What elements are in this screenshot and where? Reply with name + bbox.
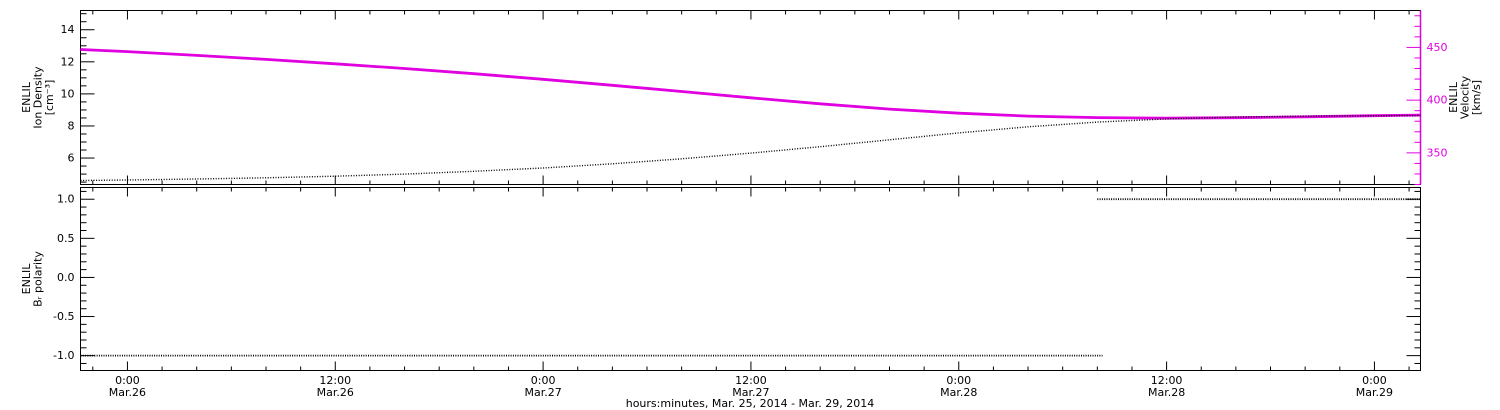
x-tick-time-label: 0:00 [115, 374, 140, 387]
top-panel-left-tick-label: 6 [68, 152, 75, 165]
bottom-panel-left-axis-label: Bᵣ polarity [32, 251, 45, 307]
velocity-series [80, 48, 1421, 120]
x-tick-time-label: 12:00 [319, 374, 351, 387]
top-panel-right-tick-label: 450 [1427, 41, 1448, 54]
x-tick-date-label: Mar.28 [1148, 386, 1185, 399]
x-tick-date-label: Mar.26 [317, 386, 354, 399]
x-axis-labels: 0:00Mar.2612:00Mar.260:00Mar.2712:00Mar.… [109, 374, 1393, 399]
x-axis-title: hours:minutes, Mar. 25, 2014 - Mar. 29, … [625, 397, 875, 410]
x-tick-time-label: 12:00 [1151, 374, 1183, 387]
top-panel-right-axis-label: Velocity [1459, 75, 1472, 119]
top-panel-left-axis: 6 8 10 12 14 [61, 13, 95, 183]
x-tick-date-label: Mar.28 [940, 386, 977, 399]
bottom-panel-left-tick-label: 0.0 [57, 271, 75, 284]
top-panel-left-axis-label: Ion Density [32, 66, 45, 129]
x-tick-time-label: 0:00 [1362, 374, 1387, 387]
top-panel-right-axis-label: ENLIL [1447, 81, 1460, 113]
bottom-panel-x-ticks [92, 187, 1410, 371]
top-panel-left-tick-label: 12 [61, 55, 75, 68]
top-panel-left-tick-label: 10 [61, 87, 75, 100]
bottom-panel-frame [80, 187, 1421, 371]
top-panel-right-tick-label: 400 [1427, 94, 1448, 107]
x-tick-time-label: 0:00 [946, 374, 971, 387]
x-tick-time-label: 0:00 [531, 374, 556, 387]
x-tick-date-label: Mar.29 [1356, 386, 1393, 399]
x-tick-time-label: 12:00 [735, 374, 767, 387]
bottom-panel-left-tick-label: 1.0 [57, 193, 75, 206]
bottom-panel-left-tick-label: -1.0 [53, 349, 74, 362]
bottom-panel-left-axis: -1.0 -0.5 0.0 0.5 1.0 [53, 190, 95, 364]
top-panel-left-axis-label: [cm⁻³] [43, 80, 56, 116]
x-tick-date-label: Mar.27 [732, 386, 769, 399]
x-tick-date-label: Mar.26 [109, 386, 146, 399]
top-panel-x-ticks [92, 10, 1410, 185]
top-panel-right-tick-label: 350 [1427, 146, 1448, 159]
bottom-panel-left-tick-label: 0.5 [57, 232, 75, 245]
x-tick-date-label: Mar.27 [524, 386, 561, 399]
top-panel-left-tick-label: 8 [68, 119, 75, 132]
bottom-panel-left-tick-label: -0.5 [53, 310, 74, 323]
top-panel-right-axis: 350 400 450 [1406, 10, 1448, 185]
bottom-panel-right-mirror-axis [1406, 190, 1421, 364]
bottom-panel-left-axis-label: ENLIL [20, 263, 33, 295]
top-panel-left-tick-label: 14 [61, 23, 75, 36]
top-panel-right-axis-label: [km/s] [1470, 80, 1483, 115]
top-panel-left-axis-label: ENLIL [20, 81, 33, 113]
ion-density-series [80, 114, 1421, 182]
